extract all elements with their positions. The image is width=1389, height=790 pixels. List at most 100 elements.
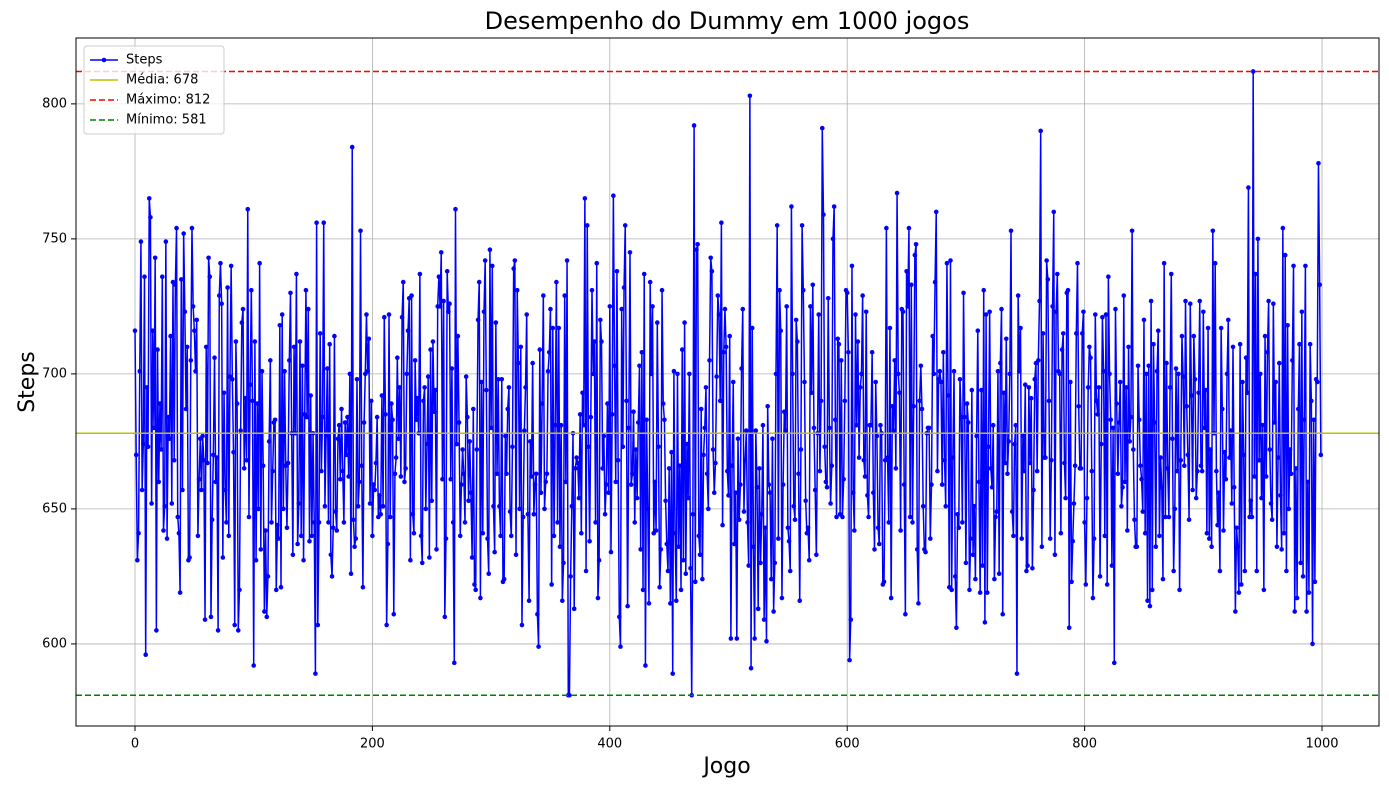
point: [633, 447, 639, 452]
point: [660, 401, 666, 406]
point: [1160, 576, 1166, 582]
point: [403, 466, 408, 471]
point: [1257, 371, 1263, 377]
point: [824, 485, 830, 490]
point: [162, 503, 167, 509]
series: [132, 69, 1324, 698]
point: [581, 422, 586, 428]
point: [850, 490, 856, 496]
point: [546, 349, 552, 355]
point: [1134, 544, 1140, 550]
point: [556, 325, 562, 331]
point: [330, 525, 336, 531]
point: [792, 517, 798, 523]
point: [852, 528, 857, 533]
point: [1196, 390, 1201, 396]
point: [205, 460, 210, 466]
point: [715, 293, 721, 298]
point: [901, 482, 907, 487]
point: [1012, 441, 1017, 447]
point: [1078, 466, 1084, 471]
point: [1059, 347, 1065, 352]
point: [449, 366, 455, 371]
point: [399, 314, 405, 320]
point: [1093, 312, 1098, 317]
point: [738, 482, 743, 487]
point: [1250, 69, 1256, 74]
point: [945, 393, 951, 398]
point: [1107, 371, 1112, 377]
point: [618, 644, 623, 649]
point: [890, 404, 895, 409]
point: [1288, 471, 1294, 477]
point: [644, 417, 649, 423]
point: [822, 444, 827, 450]
point: [758, 560, 763, 566]
point: [1217, 568, 1223, 574]
point: [493, 320, 499, 325]
point: [716, 312, 722, 317]
point: [569, 503, 575, 509]
point: [595, 595, 601, 601]
point: [1307, 341, 1313, 347]
point: [240, 306, 246, 312]
point: [692, 579, 698, 585]
point: [626, 425, 632, 431]
point: [979, 387, 984, 393]
point: [262, 609, 267, 614]
point: [1106, 274, 1111, 279]
point: [909, 282, 914, 288]
point: [898, 528, 903, 533]
point: [487, 247, 493, 252]
point: [971, 503, 977, 509]
point: [308, 393, 313, 398]
point: [1242, 568, 1248, 574]
point: [1228, 428, 1233, 433]
point: [357, 479, 362, 485]
point: [1141, 317, 1147, 323]
point: [1206, 536, 1212, 541]
point: [760, 422, 766, 428]
point: [468, 490, 474, 496]
point: [711, 490, 717, 496]
point: [818, 398, 824, 404]
point: [233, 339, 239, 344]
point: [1279, 547, 1284, 552]
point: [1191, 333, 1197, 339]
point: [268, 358, 273, 363]
point: [695, 241, 700, 247]
point: [643, 663, 648, 668]
point: [806, 557, 812, 563]
point: [589, 287, 595, 293]
point: [662, 417, 667, 423]
point: [1201, 309, 1206, 315]
point: [200, 433, 205, 439]
point: [151, 425, 157, 431]
point: [1139, 476, 1144, 482]
point: [1221, 528, 1226, 533]
point: [1305, 479, 1311, 485]
point: [853, 312, 858, 317]
point: [259, 368, 265, 374]
point: [931, 371, 937, 377]
point: [404, 371, 410, 377]
point: [1268, 501, 1274, 506]
point: [368, 398, 374, 404]
point: [142, 274, 147, 279]
x-tick-label: 800: [1072, 737, 1097, 752]
point: [800, 287, 806, 293]
point: [1303, 263, 1308, 269]
point: [688, 566, 693, 571]
point: [311, 520, 317, 525]
point: [387, 514, 393, 520]
point: [868, 422, 874, 428]
point: [512, 258, 518, 263]
point: [550, 325, 556, 331]
point: [332, 333, 337, 339]
point: [757, 466, 762, 471]
point: [634, 495, 640, 501]
point: [544, 471, 550, 477]
point: [649, 371, 654, 377]
point: [343, 452, 349, 458]
point: [855, 339, 861, 344]
